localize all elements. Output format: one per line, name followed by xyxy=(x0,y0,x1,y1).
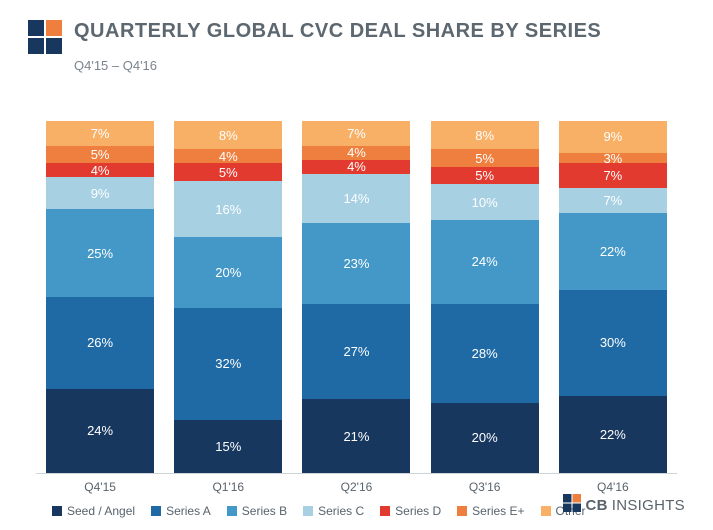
legend-label: Series A xyxy=(166,504,211,518)
legend-swatch xyxy=(457,506,467,516)
bar-segment: 15% xyxy=(174,420,282,473)
header: QUARTERLY GLOBAL CVC DEAL SHARE BY SERIE… xyxy=(28,20,685,54)
bar-segment: 30% xyxy=(559,290,667,396)
legend-label: Series E+ xyxy=(472,504,524,518)
legend-item: Series B xyxy=(227,504,287,518)
legend-item: Series E+ xyxy=(457,504,524,518)
bar-segment: 20% xyxy=(174,237,282,307)
legend-label: Series B xyxy=(242,504,287,518)
bar-segment: 16% xyxy=(174,181,282,237)
bar-segment: 10% xyxy=(431,184,539,219)
bar-segment: 5% xyxy=(431,149,539,167)
legend-label: Series C xyxy=(318,504,364,518)
legend-label: Seed / Angel xyxy=(67,504,135,518)
bar-segment: 4% xyxy=(302,160,410,174)
legend-label: Series D xyxy=(395,504,441,518)
x-axis-label: Q2'16 xyxy=(341,480,373,494)
stacked-bar: 7%5%4%9%25%26%24% xyxy=(46,121,154,473)
bar-segment: 27% xyxy=(302,304,410,399)
x-axis-label: Q4'16 xyxy=(597,480,629,494)
bar-segment: 22% xyxy=(559,396,667,473)
chart-plot-area: 7%5%4%9%25%26%24%8%4%5%16%20%32%15%7%4%4… xyxy=(28,73,685,473)
bar-segment: 7% xyxy=(559,163,667,188)
bar-segment: 4% xyxy=(174,149,282,163)
bar-segment: 24% xyxy=(431,220,539,304)
stacked-bar: 8%5%5%10%24%28%20% xyxy=(431,121,539,473)
chart-subtitle: Q4'15 – Q4'16 xyxy=(74,58,685,73)
bar-segment: 4% xyxy=(302,146,410,160)
chart-container: QUARTERLY GLOBAL CVC DEAL SHARE BY SERIE… xyxy=(0,0,713,530)
cbinsights-logo-icon xyxy=(28,20,62,54)
bar-segment: 26% xyxy=(46,297,154,389)
stacked-bar: 7%4%4%14%23%27%21% xyxy=(302,121,410,473)
bar-column: 8%4%5%16%20%32%15% xyxy=(174,121,282,473)
footer-brand: CB INSIGHTS xyxy=(563,494,685,516)
bar-segment: 24% xyxy=(46,389,154,473)
bar-segment: 21% xyxy=(302,399,410,473)
x-axis-label: Q3'16 xyxy=(469,480,501,494)
bar-segment: 23% xyxy=(302,223,410,304)
bar-column: 7%5%4%9%25%26%24% xyxy=(46,121,154,473)
legend-item: Series C xyxy=(303,504,364,518)
bar-segment: 5% xyxy=(174,163,282,181)
bar-segment: 7% xyxy=(302,121,410,146)
bar-column: 9%3%7%7%22%30%22% xyxy=(559,121,667,473)
legend-swatch xyxy=(52,506,62,516)
bar-segment: 7% xyxy=(46,121,154,146)
bar-column: 8%5%5%10%24%28%20% xyxy=(431,121,539,473)
bar-segment: 7% xyxy=(559,188,667,213)
bar-segment: 9% xyxy=(559,121,667,153)
footer-brand-heavy: CB xyxy=(585,497,607,514)
x-axis-label: Q1'16 xyxy=(212,480,244,494)
bar-segment: 3% xyxy=(559,153,667,164)
footer-brand-light: INSIGHTS xyxy=(612,497,685,514)
bar-column: 7%4%4%14%23%27%21% xyxy=(302,121,410,473)
bar-segment: 9% xyxy=(46,177,154,209)
stacked-bar: 9%3%7%7%22%30%22% xyxy=(559,121,667,473)
bar-segment: 4% xyxy=(46,163,154,177)
bar-segment: 22% xyxy=(559,213,667,290)
x-axis-label: Q4'15 xyxy=(84,480,116,494)
bar-segment: 20% xyxy=(431,403,539,473)
stacked-bar: 8%4%5%16%20%32%15% xyxy=(174,121,282,473)
bar-segment: 14% xyxy=(302,174,410,223)
bar-segment: 32% xyxy=(174,308,282,421)
legend-item: Seed / Angel xyxy=(52,504,135,518)
legend-swatch xyxy=(303,506,313,516)
legend-swatch xyxy=(380,506,390,516)
bar-segment: 5% xyxy=(431,167,539,185)
x-axis-labels: Q4'15 Q1'16 Q2'16 Q3'16 Q4'16 xyxy=(28,474,685,494)
bar-segment: 28% xyxy=(431,304,539,403)
legend-swatch xyxy=(151,506,161,516)
bar-segment: 5% xyxy=(46,146,154,164)
bar-segment: 25% xyxy=(46,209,154,297)
cbinsights-small-logo-icon xyxy=(563,494,581,516)
legend-swatch xyxy=(227,506,237,516)
bar-segment: 8% xyxy=(174,121,282,149)
bar-segment: 8% xyxy=(431,121,539,149)
chart-title: QUARTERLY GLOBAL CVC DEAL SHARE BY SERIE… xyxy=(74,20,601,43)
legend-item: Series D xyxy=(380,504,441,518)
legend-swatch xyxy=(541,506,551,516)
legend-item: Series A xyxy=(151,504,211,518)
